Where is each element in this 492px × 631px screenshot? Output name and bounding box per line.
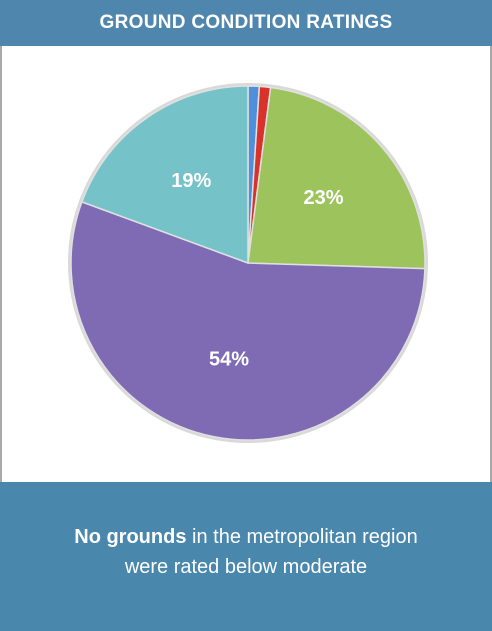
footer-bold: No grounds <box>74 526 187 548</box>
footer: No grounds in the metropolitan region we… <box>0 482 492 631</box>
chart-title: GROUND CONDITION RATINGS <box>99 12 393 33</box>
pie-slice <box>70 200 426 441</box>
slice-label: 19% <box>171 170 211 192</box>
slice-label: 23% <box>303 187 343 209</box>
pie-slice <box>80 85 249 265</box>
footer-line: No grounds in the metropolitan region <box>0 522 492 552</box>
chart-area: 23% 54% 19% <box>0 46 492 482</box>
chart: 23% 54% 19% <box>68 83 428 443</box>
header: GROUND CONDITION RATINGS <box>0 0 492 46</box>
pie-outline <box>68 83 428 443</box>
pie-slice <box>247 86 426 270</box>
footer-text: in the metropolitan region <box>192 526 418 548</box>
footer-line: were rated below moderate <box>124 556 368 578</box>
slice-label: 54% <box>209 349 249 371</box>
